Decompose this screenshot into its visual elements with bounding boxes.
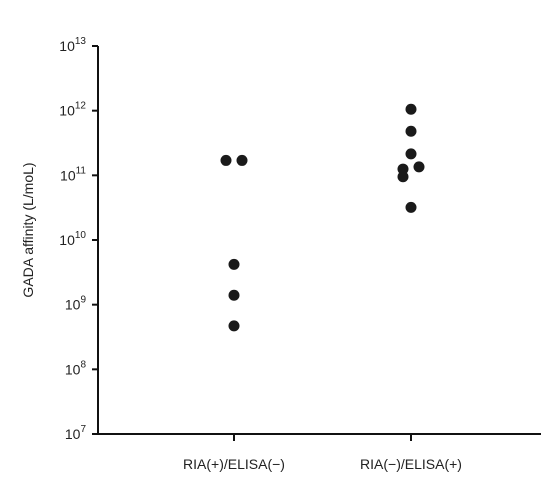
data-point — [405, 201, 417, 213]
y-tick-label: 1013 — [59, 36, 86, 54]
data-point — [397, 171, 409, 183]
y-axis-label: GADA affinity (L/moL) — [20, 162, 36, 297]
data-point — [228, 320, 240, 332]
data-point — [228, 289, 240, 301]
y-tick-label: 1010 — [59, 230, 86, 248]
data-point — [405, 103, 417, 115]
y-tick-label: 108 — [65, 359, 87, 377]
y-tick-label: 109 — [65, 295, 87, 313]
data-point — [228, 258, 240, 270]
y-axis: 107 108 109 1010 1011 1012 1013 — [59, 36, 99, 442]
y-tick-label: 1011 — [60, 165, 86, 183]
x-tick-label: RIA(+)/ELISA(−) — [183, 456, 285, 472]
data-point — [397, 163, 409, 175]
y-tick-label: 1012 — [59, 101, 86, 119]
data-point — [405, 148, 417, 160]
x-axis: RIA(+)/ELISA(−) RIA(−)/ELISA(+) — [97, 433, 541, 472]
x-tick-label: RIA(−)/ELISA(+) — [360, 456, 462, 472]
data-point — [405, 125, 417, 137]
data-point — [236, 154, 248, 166]
data-point — [413, 161, 425, 173]
data-point — [220, 154, 232, 166]
data-points — [220, 103, 425, 332]
y-tick-label: 107 — [65, 424, 87, 442]
